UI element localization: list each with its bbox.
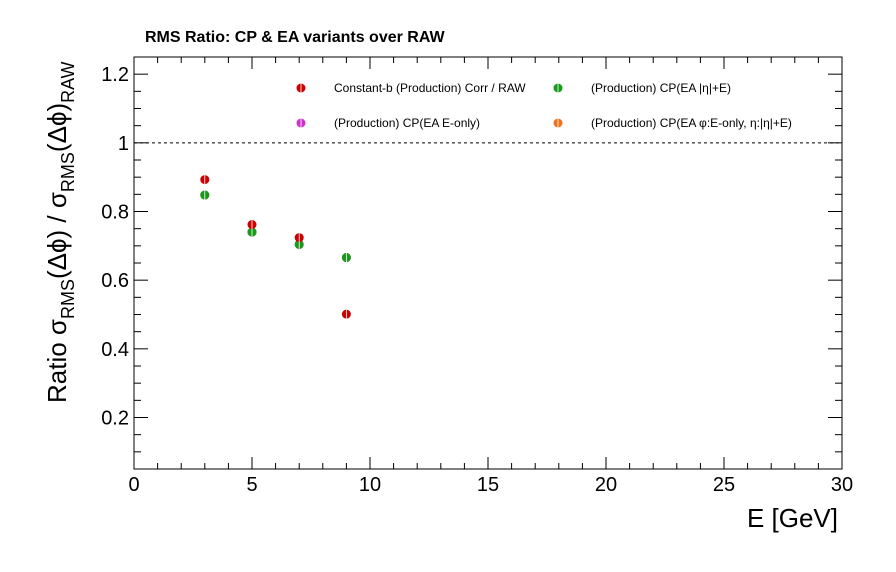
y-tick-label: 0.8 [101, 202, 129, 224]
y-tick-label: 1 [118, 133, 129, 155]
y-label-mid: (Δϕ) / [42, 208, 72, 279]
legend-label: (Production) CP(EA φ:E-only, η:|η|+E) [591, 116, 792, 130]
y-label-end: (Δϕ) [42, 103, 72, 152]
y-tick-label: 0.6 [101, 270, 129, 292]
y-label-sigma: σ [42, 319, 72, 335]
x-tick-label: 20 [595, 474, 617, 496]
y-label-sigma2: σ [42, 192, 72, 208]
y-label-sub1: RMS [58, 279, 78, 319]
y-axis: 0.2 0.4 0.6 0.8 1 1.2 [101, 64, 842, 470]
x-axis-label: E [GeV] [747, 503, 838, 533]
y-tick-label: 0.4 [101, 339, 129, 361]
y-label-prefix: Ratio [42, 335, 72, 403]
legend-label: (Production) CP(EA E-only) [334, 116, 480, 130]
legend: Constant-b (Production) Corr / RAW (Produ… [296, 81, 792, 130]
y-label-sub3: RAW [58, 61, 78, 102]
x-tick-label: 30 [831, 474, 853, 496]
x-tick-label: 10 [359, 474, 381, 496]
svg-text:Ratio σRMS(Δϕ) / σRMS(Δϕ)RAW: Ratio σRMS(Δϕ) / σRMS(Δϕ)RAW [42, 61, 78, 403]
chart-title: RMS Ratio: CP & EA variants over RAW [145, 29, 446, 46]
y-tick-label: 1.2 [101, 64, 129, 86]
x-tick-label: 5 [246, 474, 257, 496]
y-axis-label: Ratio σRMS(Δϕ) / σRMS(Δϕ)RAW [42, 61, 78, 403]
x-tick-label: 0 [128, 474, 139, 496]
x-axis: 0 5 10 15 20 25 30 [128, 57, 853, 496]
y-label-sub2: RMS [58, 152, 78, 192]
x-tick-label: 15 [477, 474, 499, 496]
y-tick-label: 0.2 [101, 408, 129, 430]
data-points [200, 175, 351, 319]
legend-label: Constant-b (Production) Corr / RAW [334, 81, 526, 95]
legend-label: (Production) CP(EA |η|+E) [591, 81, 731, 95]
x-tick-label: 25 [713, 474, 735, 496]
